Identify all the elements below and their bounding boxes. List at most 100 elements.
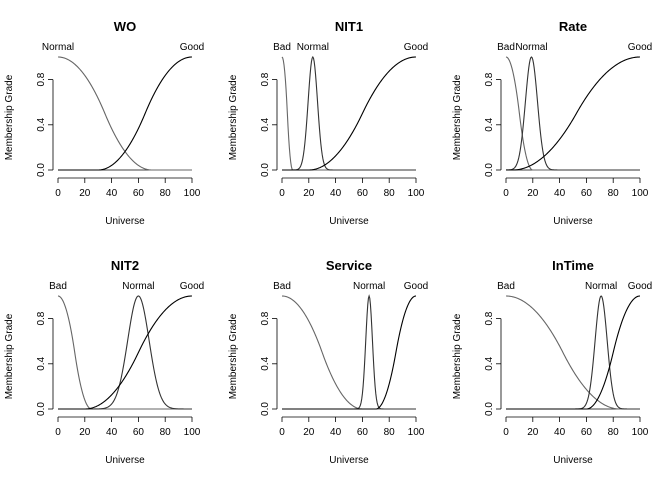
series-line-normal	[58, 295, 192, 410]
x-tick-label: 0	[55, 188, 61, 199]
series-label-normal: Normal	[122, 281, 154, 292]
y-tick-label: 0.0	[484, 163, 495, 177]
y-axis-title: Membership Grade	[4, 313, 15, 399]
x-tick-label: 60	[133, 427, 145, 438]
x-tick-label: 40	[554, 427, 566, 438]
panel-nit2: NIT2 0 20 40 60 80 100 0.0 0.4 0.8 Universe Members…	[4, 258, 204, 466]
x-axis-title: Universe	[553, 455, 593, 466]
x-tick-label: 80	[384, 427, 396, 438]
x-tick-label: 60	[357, 427, 369, 438]
x-tick-label: 80	[608, 427, 620, 438]
y-tick-label: 0.8	[36, 311, 47, 325]
panel-service: Service 0 20 40 60 80 100 0.0 0.4 0.8 Universe Memb…	[228, 258, 428, 466]
x-tick-label: 0	[55, 427, 61, 438]
x-tick-label: 100	[184, 188, 201, 199]
x-tick-label: 0	[503, 427, 509, 438]
x-tick-label: 100	[408, 427, 425, 438]
panel-title: WO	[114, 19, 136, 34]
x-tick-label: 40	[106, 427, 118, 438]
x-tick-label: 20	[303, 427, 315, 438]
panel-nit1: NIT1 0 20 40 60 80 100 0.0 0.4 0.8 Universe Members…	[228, 19, 428, 227]
panel-title: NIT2	[111, 258, 139, 273]
y-tick-label: 0.8	[484, 72, 495, 86]
series-line-bad	[505, 295, 640, 410]
series-line-bad	[505, 56, 640, 171]
series-label-good: Good	[180, 281, 204, 292]
panel-wo: WO 0 20 40 60 80 100 0.0 0.4 0.8 Universe Membershi…	[4, 19, 204, 227]
x-tick-label: 20	[79, 427, 91, 438]
y-axis-title: Membership Grade	[4, 74, 15, 160]
x-tick-label: 40	[330, 188, 342, 199]
series-label-bad: Bad	[49, 281, 67, 292]
series-label-normal: Normal	[42, 42, 74, 53]
x-tick-label: 20	[527, 427, 539, 438]
series-label-good: Good	[628, 281, 652, 292]
series-label-normal: Normal	[585, 281, 617, 292]
panel-title: Service	[326, 258, 372, 273]
x-tick-label: 20	[527, 188, 539, 199]
series-line-good	[282, 56, 417, 171]
series-label-bad: Bad	[497, 42, 515, 53]
x-tick-label: 80	[608, 188, 620, 199]
y-axis-title: Membership Grade	[228, 74, 239, 160]
x-tick-label: 0	[503, 188, 509, 199]
panel-title: InTime	[552, 258, 594, 273]
y-tick-label: 0.4	[36, 356, 47, 370]
x-tick-label: 40	[106, 188, 118, 199]
series-line-good	[506, 56, 641, 171]
y-tick-label: 0.4	[484, 356, 495, 370]
y-tick-label: 0.8	[484, 311, 495, 325]
y-axis-title: Membership Grade	[452, 74, 463, 160]
panel-intime: InTime 0 20 40 60 80 100 0.0 0.4 0.8 Universe Membe…	[452, 258, 652, 466]
series-line-good	[506, 295, 641, 410]
y-axis-title: Membership Grade	[452, 313, 463, 399]
series-label-bad: Bad	[497, 281, 515, 292]
series-label-normal: Normal	[353, 281, 385, 292]
x-tick-label: 100	[184, 427, 201, 438]
series-label-bad: Bad	[273, 42, 291, 53]
x-tick-label: 100	[632, 188, 649, 199]
y-tick-label: 0.8	[260, 311, 271, 325]
series-label-normal: Normal	[515, 42, 547, 53]
y-tick-label: 0.0	[36, 402, 47, 416]
x-tick-label: 80	[160, 188, 172, 199]
series-line-normal	[506, 295, 640, 410]
y-tick-label: 0.0	[36, 163, 47, 177]
x-tick-label: 40	[330, 427, 342, 438]
series-label-normal: Normal	[297, 42, 329, 53]
series-line-normal	[506, 56, 640, 171]
series-label-good: Good	[628, 42, 652, 53]
x-axis-title: Universe	[329, 216, 369, 227]
series-line-normal	[57, 56, 192, 171]
y-tick-label: 0.8	[260, 72, 271, 86]
x-axis-title: Universe	[329, 455, 369, 466]
series-label-good: Good	[404, 42, 428, 53]
series-label-bad: Bad	[273, 281, 291, 292]
x-tick-label: 60	[581, 427, 593, 438]
series-line-normal	[282, 55, 416, 171]
x-tick-label: 40	[554, 188, 566, 199]
x-tick-label: 60	[581, 188, 593, 199]
x-axis-title: Universe	[105, 455, 145, 466]
x-axis-title: Universe	[105, 216, 145, 227]
x-tick-label: 80	[384, 188, 396, 199]
series-label-good: Good	[180, 42, 204, 53]
x-tick-label: 20	[79, 188, 91, 199]
panel-rate: Rate 0 20 40 60 80 100 0.0 0.4 0.8 Universe Members…	[452, 19, 652, 227]
x-tick-label: 20	[303, 188, 315, 199]
y-tick-label: 0.4	[260, 117, 271, 131]
y-tick-label: 0.0	[484, 402, 495, 416]
y-tick-label: 0.0	[260, 402, 271, 416]
y-tick-label: 0.4	[260, 356, 271, 370]
x-tick-label: 60	[133, 188, 145, 199]
series-line-bad	[281, 56, 416, 171]
series-line-bad	[57, 295, 192, 410]
panel-title: NIT1	[335, 19, 363, 34]
series-line-good	[282, 295, 417, 410]
x-tick-label: 100	[632, 427, 649, 438]
x-tick-label: 100	[408, 188, 425, 199]
panel-title: Rate	[559, 19, 587, 34]
y-tick-label: 0.4	[36, 117, 47, 131]
y-tick-label: 0.8	[36, 72, 47, 86]
